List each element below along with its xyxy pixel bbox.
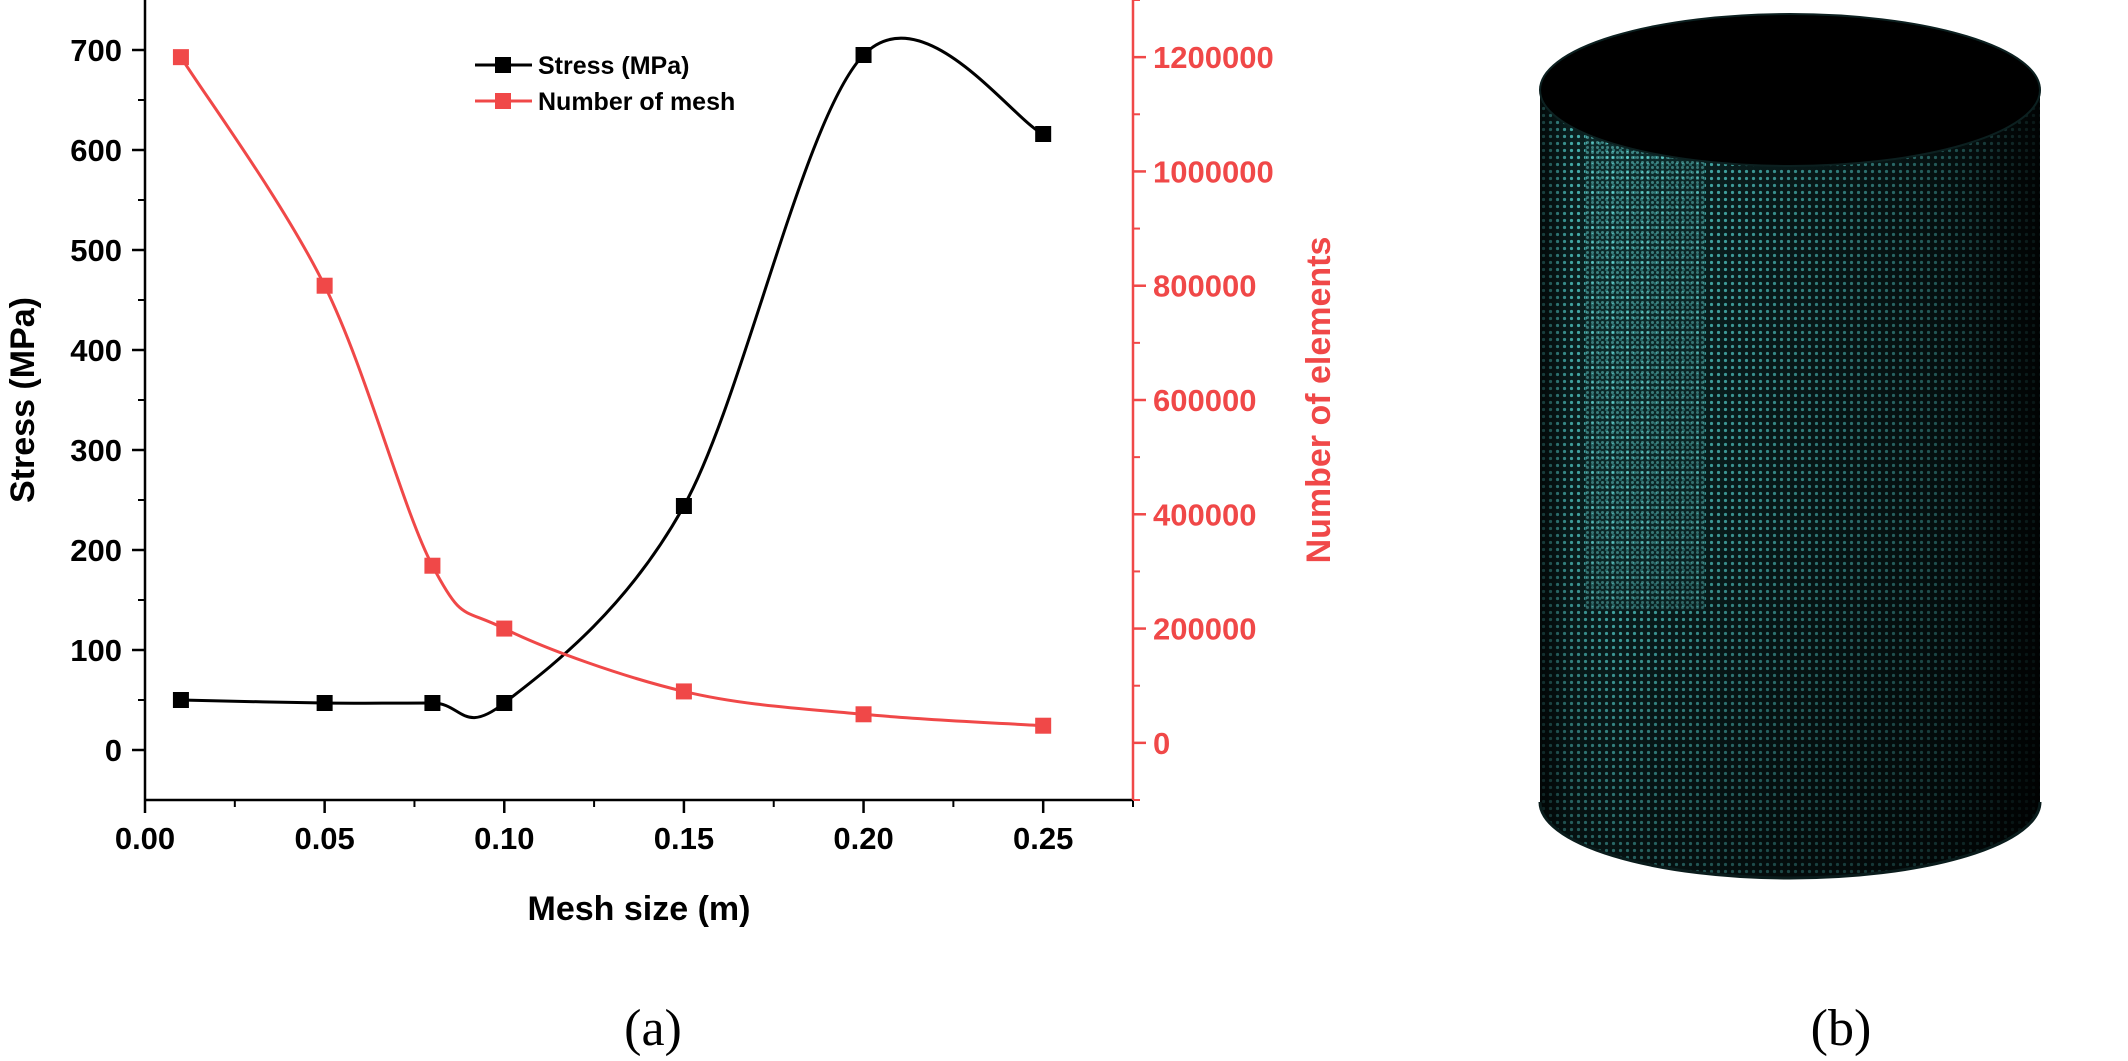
x-tick-label: 0.10 (474, 821, 534, 856)
y-right-tick-label: 800000 (1153, 269, 1256, 304)
y-right-tick-label: 600000 (1153, 383, 1256, 418)
y-left-tick-label: 200 (70, 533, 122, 568)
x-tick-label: 0.20 (833, 821, 893, 856)
y-left-tick-label: 700 (70, 33, 122, 68)
x-tick-label: 0.00 (115, 821, 175, 856)
series-1 (172, 36, 1052, 720)
series-marker (1035, 126, 1052, 142)
y-axis-right: 0 200000 400000 600000 800000 1000000 1200000 (1133, 0, 1274, 801)
caption-a: (a) (624, 1000, 682, 1057)
series-marker (675, 683, 692, 700)
y-right-tick-label: 0 (1153, 726, 1170, 761)
series-marker (675, 498, 692, 514)
y-right-tick-label: 1000000 (1153, 154, 1274, 189)
series-marker (855, 47, 872, 63)
series-marker (424, 557, 441, 574)
series-line (179, 56, 1044, 728)
series-marker (1035, 717, 1052, 734)
mesh-cylinder-image: (b) (1538, 13, 2042, 1057)
series-2 (172, 49, 1052, 734)
y-left-tick-label: 0 (105, 733, 122, 768)
caption-b: (b) (1811, 1000, 1872, 1057)
x-tick-label: 0.05 (294, 821, 354, 856)
legend-label: Number of mesh (538, 88, 735, 116)
y-left-tick-label: 600 (70, 133, 122, 168)
y-left-tick-label: 100 (70, 633, 122, 668)
y-right-tick-label: 200000 (1153, 612, 1256, 647)
series-marker (496, 620, 513, 637)
series-marker (496, 695, 513, 711)
legend-marker (495, 57, 511, 73)
legend: Stress (MPa) Number of mesh (475, 52, 735, 116)
series-marker (172, 49, 189, 66)
y-left-tick-label: 300 (70, 433, 122, 468)
y-right-tick-label: 1200000 (1153, 40, 1274, 75)
series-marker (316, 695, 333, 711)
series-marker (316, 277, 333, 294)
y-axis-right-label: Number of elements (1300, 237, 1338, 564)
legend-marker (495, 93, 511, 109)
legend-label: Stress (MPa) (538, 52, 689, 80)
chart-panel-a: 0.00 0.05 0.10 0.15 0.20 0.25 0 100 200 300 400 50… (4, 0, 1338, 1057)
series-layer (172, 36, 1052, 734)
series-marker (172, 692, 189, 708)
y-left-tick-label: 400 (70, 333, 122, 368)
x-tick-label: 0.25 (1013, 821, 1073, 856)
y-right-tick-label: 400000 (1153, 497, 1256, 532)
x-tick-label: 0.15 (654, 821, 714, 856)
x-axis-label: Mesh size (m) (528, 890, 751, 928)
y-axis-left: 0 100 200 300 400 500 600 700 (70, 33, 145, 768)
series-line (180, 36, 1044, 720)
y-axis-left-label: Stress (MPa) (4, 297, 42, 503)
series-marker (855, 706, 872, 723)
x-axis: 0.00 0.05 0.10 0.15 0.20 0.25 (115, 800, 1134, 856)
y-left-tick-label: 500 (70, 233, 122, 268)
series-marker (424, 695, 441, 711)
